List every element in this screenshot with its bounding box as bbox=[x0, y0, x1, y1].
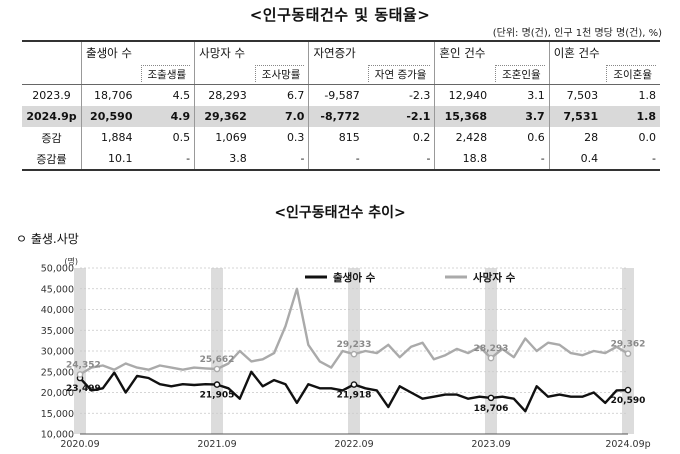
births-point bbox=[624, 386, 632, 394]
header-divorces: 이혼 건수 bbox=[548, 40, 660, 63]
unit-note: (단위: 명(건), 인구 1천 명당 명(건), %) bbox=[492, 28, 662, 39]
y-tick-label: 40,000 bbox=[41, 305, 74, 316]
table-row: 2023.9 18,706 4.5 28,293 6.7 -9,587 -2.3… bbox=[22, 84, 660, 106]
header-marriages: 혼인 건수 bbox=[434, 40, 550, 63]
deaths-data-label: 29,362 bbox=[611, 340, 646, 350]
deaths-point bbox=[76, 371, 84, 378]
table-title: <인구동태건수 및 동태율> bbox=[249, 6, 431, 24]
births-point bbox=[487, 394, 495, 402]
y-tick-label: 15,000 bbox=[41, 409, 74, 420]
deaths-point bbox=[350, 350, 358, 358]
births-data-label: 21,905 bbox=[200, 391, 235, 401]
section-label: ㅇ 출생.사망 bbox=[16, 232, 79, 246]
table-row: 증감 1,884 0.5 1,069 0.3 815 0.2 2,428 0.6… bbox=[22, 127, 660, 148]
y-tick-label: 20,000 bbox=[41, 388, 74, 399]
births-data-label: 23,499 bbox=[66, 384, 101, 394]
x-tick-label: 2020.09 bbox=[60, 439, 99, 450]
table-row: 증감률 10.1 - 3.8 - - - 18.8 - 0.4 - bbox=[22, 148, 660, 171]
header-births: 출생아 수 bbox=[80, 40, 195, 63]
deaths-data-label: 28,293 bbox=[474, 344, 509, 354]
table-row: 2024.9p 20,590 4.9 29,362 7.0 -8,772 -2.… bbox=[22, 106, 660, 127]
x-tick-label: 2022.09 bbox=[334, 439, 373, 450]
stats-table: 출생아 수 사망자 수 자연증가 혼인 건수 이혼 건수 조출생률 조사망률 자… bbox=[22, 40, 660, 171]
deaths-data-label: 25,662 bbox=[200, 355, 235, 365]
births-data-label: 20,590 bbox=[611, 396, 646, 406]
births-point bbox=[213, 381, 221, 388]
x-tick-label: 2024.09p bbox=[605, 439, 650, 450]
y-tick-label: 50,000 bbox=[41, 264, 74, 275]
header-crude-divorce-rate: 조이혼율 bbox=[606, 65, 656, 82]
header-crude-marriage-rate: 조혼인율 bbox=[495, 65, 545, 82]
table-header-rates: 조출생률 조사망률 자연 증가율 조혼인율 조이혼율 bbox=[22, 63, 660, 85]
header-crude-death-rate: 조사망률 bbox=[254, 65, 305, 82]
births-deaths-line-chart: 10,000 15,000 20,000 25,000 30,000 35,000 40,0… bbox=[41, 256, 651, 450]
y-unit-label: (명) bbox=[64, 256, 78, 266]
deaths-point bbox=[213, 365, 221, 373]
header-crude-birth-rate: 조출생률 bbox=[140, 65, 191, 82]
y-tick-label: 10,000 bbox=[41, 430, 74, 441]
deaths-point bbox=[624, 350, 632, 357]
chart-title: <인구동태건수 추이> bbox=[274, 205, 406, 221]
legend-label: 사망자 수 bbox=[473, 271, 516, 284]
legend-label: 출생아 수 bbox=[333, 271, 376, 284]
deaths-data-label: 29,233 bbox=[337, 340, 372, 350]
header-deaths: 사망자 수 bbox=[194, 40, 309, 63]
births-point bbox=[350, 381, 358, 388]
y-tick-label: 45,000 bbox=[41, 284, 74, 295]
x-tick-label: 2021.09 bbox=[197, 439, 236, 450]
births-data-label: 18,706 bbox=[474, 404, 509, 414]
header-natural-increase-rate: 자연 증가율 bbox=[367, 65, 431, 82]
y-tick-label: 30,000 bbox=[41, 347, 74, 358]
x-tick-label: 2023.09 bbox=[471, 439, 510, 450]
y-tick-label: 25,000 bbox=[41, 367, 74, 378]
births-data-label: 21,918 bbox=[337, 391, 372, 401]
y-tick-label: 35,000 bbox=[41, 326, 74, 337]
deaths-point bbox=[487, 354, 495, 362]
table-header-groups: 출생아 수 사망자 수 자연증가 혼인 건수 이혼 건수 bbox=[22, 40, 660, 63]
header-natural-increase: 자연증가 bbox=[308, 40, 435, 63]
deaths-data-label: 24,352 bbox=[66, 360, 101, 370]
